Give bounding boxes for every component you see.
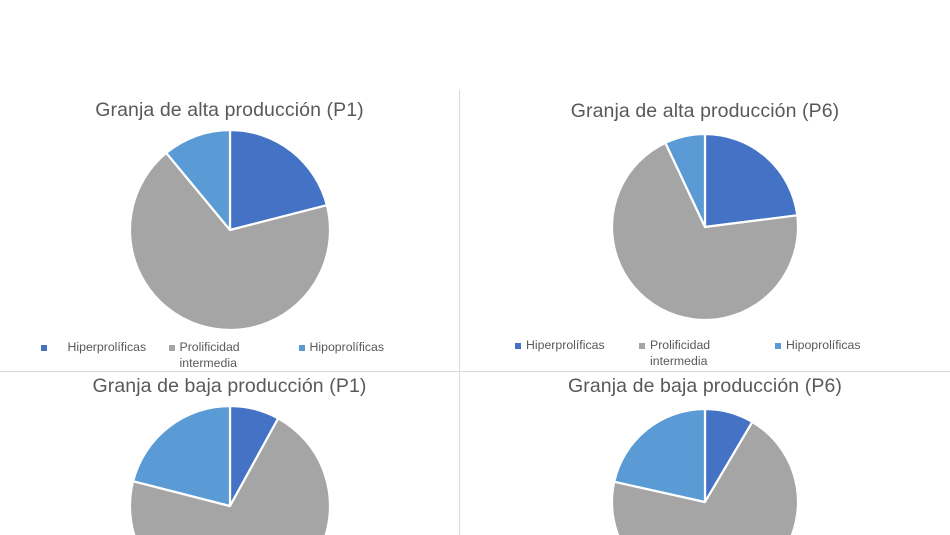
- pie-slice-hiperprolificas[interactable]: [703, 132, 799, 229]
- legend-marker-prolificidad-intermedia-icon: [168, 345, 175, 351]
- chart-panel-granja-baja-p1[interactable]: Granja de baja producción (P1): [0, 372, 459, 535]
- legend-item-prolificidad-intermedia[interactable]: Prolificidad intermedia: [168, 340, 299, 371]
- pie-slice-prolificidad-intermedia[interactable]: [128, 151, 331, 332]
- chart-title-granja-baja-p6: Granja de baja producción (P6): [568, 375, 842, 397]
- pie-area-granja-baja-p1: [0, 404, 459, 535]
- legend-label-hiperprolificas: Hiperprolíficas: [526, 338, 605, 352]
- pie-slice-prolificidad-intermedia[interactable]: [610, 141, 800, 322]
- pie-slice-prolificidad-intermedia[interactable]: [610, 420, 800, 535]
- pie-slice-hipoprolificas[interactable]: [164, 128, 231, 232]
- pie-area-granja-baja-p6: [460, 407, 950, 535]
- pie-slice-hipoprolificas[interactable]: [131, 404, 231, 508]
- legend-label-prolificidad-intermedia: Prolificidad intermedia: [650, 338, 711, 368]
- legend-label-hipoprolificas: Hipoprolíficas: [786, 338, 861, 352]
- horizontal-divider: [0, 371, 950, 372]
- chart-panel-granja-baja-p6[interactable]: Granja de baja producción (P6): [460, 372, 950, 535]
- chart-title-granja-alta-p1: Granja de alta producción (P1): [95, 99, 364, 121]
- pie-area-granja-alta-p1: [0, 128, 459, 332]
- legend-item-hipoprolificas[interactable]: Hipoprolíficas: [775, 338, 895, 354]
- pie-chart-granja-baja-p6[interactable]: [610, 407, 800, 535]
- legend-marker-hipoprolificas-icon: [298, 345, 305, 351]
- chart-panel-granja-alta-p1[interactable]: Granja de alta producción (P1) Hiperprol…: [0, 90, 459, 371]
- pie-slice-hipoprolificas[interactable]: [664, 132, 707, 229]
- legend-marker-prolificidad-intermedia-icon: [639, 343, 645, 349]
- legend-item-prolificidad-intermedia[interactable]: Prolificidad intermedia: [639, 338, 775, 369]
- legend-marker-hiperprolificas-icon: [515, 343, 521, 349]
- chart-title-granja-alta-p6: Granja de alta producción (P6): [570, 100, 840, 122]
- pie-chart-granja-alta-p1[interactable]: [128, 128, 331, 332]
- chart-title-granja-baja-p1: Granja de baja producción (P1): [92, 375, 367, 397]
- legend-marker-hiperprolificas-icon: [40, 345, 47, 351]
- legend-granja-alta-p1: Hiperprolíficas Prolificidad intermedia …: [0, 340, 459, 371]
- vertical-divider: [459, 90, 460, 535]
- pie-slice-hiperprolificas[interactable]: [228, 128, 328, 232]
- pie-chart-granja-baja-p1[interactable]: [128, 404, 331, 535]
- legend-item-hiperprolificas[interactable]: Hiperprolíficas: [515, 338, 639, 354]
- legend-marker-hipoprolificas-icon: [775, 343, 781, 349]
- legend-label-hipoprolificas: Hipoprolíficas: [309, 340, 385, 354]
- pie-area-granja-alta-p6: [460, 132, 950, 322]
- pie-chart-granja-alta-p6[interactable]: [610, 132, 800, 322]
- legend-granja-alta-p6: Hiperprolíficas Prolificidad intermedia …: [460, 338, 950, 369]
- legend-label-prolificidad-intermedia: Prolificidad intermedia: [179, 340, 240, 370]
- legend-label-hiperprolificas: Hiperprolíficas: [67, 340, 147, 354]
- pie-slice-hipoprolificas[interactable]: [613, 407, 707, 504]
- pie-slice-prolificidad-intermedia[interactable]: [128, 417, 331, 535]
- legend-item-hiperprolificas[interactable]: Hiperprolíficas: [40, 340, 169, 356]
- chart-panel-granja-alta-p6[interactable]: Granja de alta producción (P6) Hiperprol…: [460, 90, 950, 371]
- legend-item-hipoprolificas[interactable]: Hipoprolíficas: [298, 340, 419, 356]
